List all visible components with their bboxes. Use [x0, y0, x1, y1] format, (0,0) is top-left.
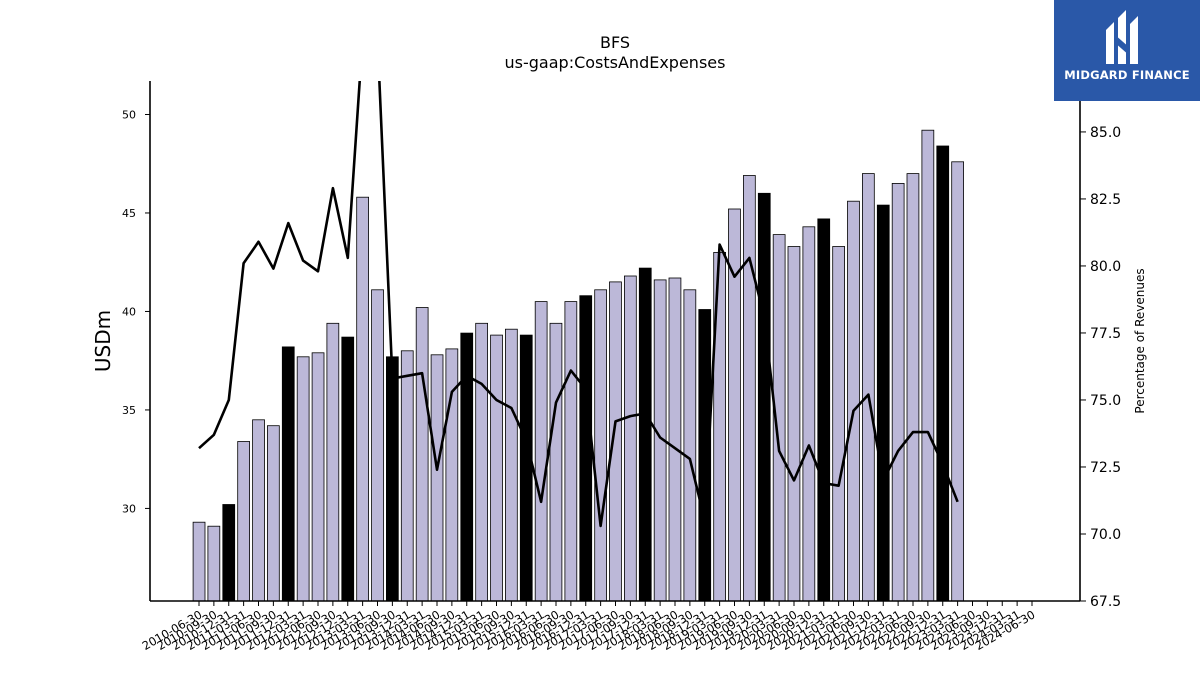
- y2-tick-label: 77.5: [1090, 326, 1121, 342]
- bar-2021-03-31: [832, 246, 846, 602]
- bar-2020-09-30: [802, 226, 816, 602]
- y2-tick-label: 82.5: [1090, 192, 1121, 208]
- line-series-layer: [198, 81, 959, 528]
- y-tick-label: 30: [122, 502, 136, 515]
- bar-2012-09-30: [326, 322, 340, 602]
- y2-tick-label: 80.0: [1090, 259, 1121, 275]
- bar-2010-12-31: [222, 504, 236, 602]
- bar-2019-09-30: [743, 175, 756, 602]
- bar-2010-09-30: [207, 525, 221, 602]
- y2-tick-label: 67.5: [1090, 594, 1121, 610]
- brand-mark-icon: [1106, 10, 1138, 64]
- y-tick-label: 35: [122, 404, 136, 417]
- bar-2018-09-30: [683, 289, 697, 602]
- y-tick-label: 40: [122, 305, 136, 318]
- percentage-of-revenues-line: [198, 81, 959, 528]
- bar-2011-06-30: [252, 419, 265, 602]
- bar-2017-12-31: [638, 267, 652, 602]
- bar-2017-03-31: [594, 289, 608, 602]
- bar-2021-09-30: [862, 173, 875, 602]
- bar-2015-06-30: [490, 334, 503, 602]
- bar-2017-06-30: [609, 281, 622, 602]
- brand-logo: MIDGARD FINANCE: [1054, 0, 1200, 101]
- bar-2018-06-30: [668, 277, 682, 602]
- bar-2019-12-31: [757, 192, 771, 602]
- brand-name: MIDGARD FINANCE: [1064, 68, 1190, 82]
- bar-2022-06-30: [906, 173, 920, 602]
- y2-tick-label: 70.0: [1090, 527, 1121, 543]
- bar-series: [192, 129, 965, 602]
- bar-2010-06-30: [192, 521, 206, 602]
- y-tick-label: 45: [122, 207, 136, 220]
- bar-2013-03-31: [356, 196, 370, 602]
- bar-2011-03-31: [237, 441, 250, 602]
- bar-2016-03-31: [534, 301, 548, 602]
- bar-2015-12-31: [519, 334, 533, 602]
- bar-2012-03-31: [296, 356, 310, 602]
- bar-2016-09-30: [564, 301, 578, 602]
- bar-2020-06-30: [787, 246, 801, 602]
- bar-2022-12-31: [936, 145, 950, 602]
- bar-2016-06-30: [549, 322, 563, 602]
- y2-tick-label: 85.0: [1090, 125, 1121, 141]
- bar-2013-09-30: [385, 356, 399, 602]
- y2-tick-label: 75.0: [1090, 393, 1121, 409]
- bar-2021-12-31: [876, 204, 890, 602]
- bar-2013-12-31: [400, 350, 414, 602]
- bar-2014-12-31: [460, 332, 474, 602]
- x-tick-labels: 2010-06-302010-09-302010-12-312011-03-31…: [140, 601, 1038, 653]
- bar-2022-09-30: [921, 129, 935, 602]
- bar-2012-06-30: [311, 352, 325, 602]
- y-axis-label: USDm: [91, 310, 115, 372]
- chart-subtitle: us-gaap:CostsAndExpenses: [505, 53, 726, 72]
- bar-2021-06-30: [847, 200, 860, 602]
- bar-2011-09-30: [266, 425, 280, 602]
- bar-2023-03-31: [951, 161, 965, 602]
- bar-2017-09-30: [624, 275, 637, 602]
- bar-2015-09-30: [504, 328, 518, 602]
- bar-2022-03-31: [891, 182, 905, 602]
- bar-2014-06-30: [430, 354, 444, 602]
- y2-tick-label: 72.5: [1090, 460, 1121, 476]
- bar-2013-06-30: [371, 289, 384, 602]
- y2-axis-label: Percentage of Revenues: [1133, 268, 1147, 413]
- bar-2016-12-31: [579, 295, 593, 602]
- bar-2020-12-31: [817, 218, 831, 602]
- y-tick-label: 50: [122, 108, 136, 121]
- bar-2011-12-31: [281, 346, 295, 602]
- bar-2012-12-31: [341, 336, 355, 602]
- bar-2015-03-31: [475, 322, 489, 602]
- chart-title: BFS: [600, 33, 630, 52]
- bar-2014-03-31: [415, 307, 429, 602]
